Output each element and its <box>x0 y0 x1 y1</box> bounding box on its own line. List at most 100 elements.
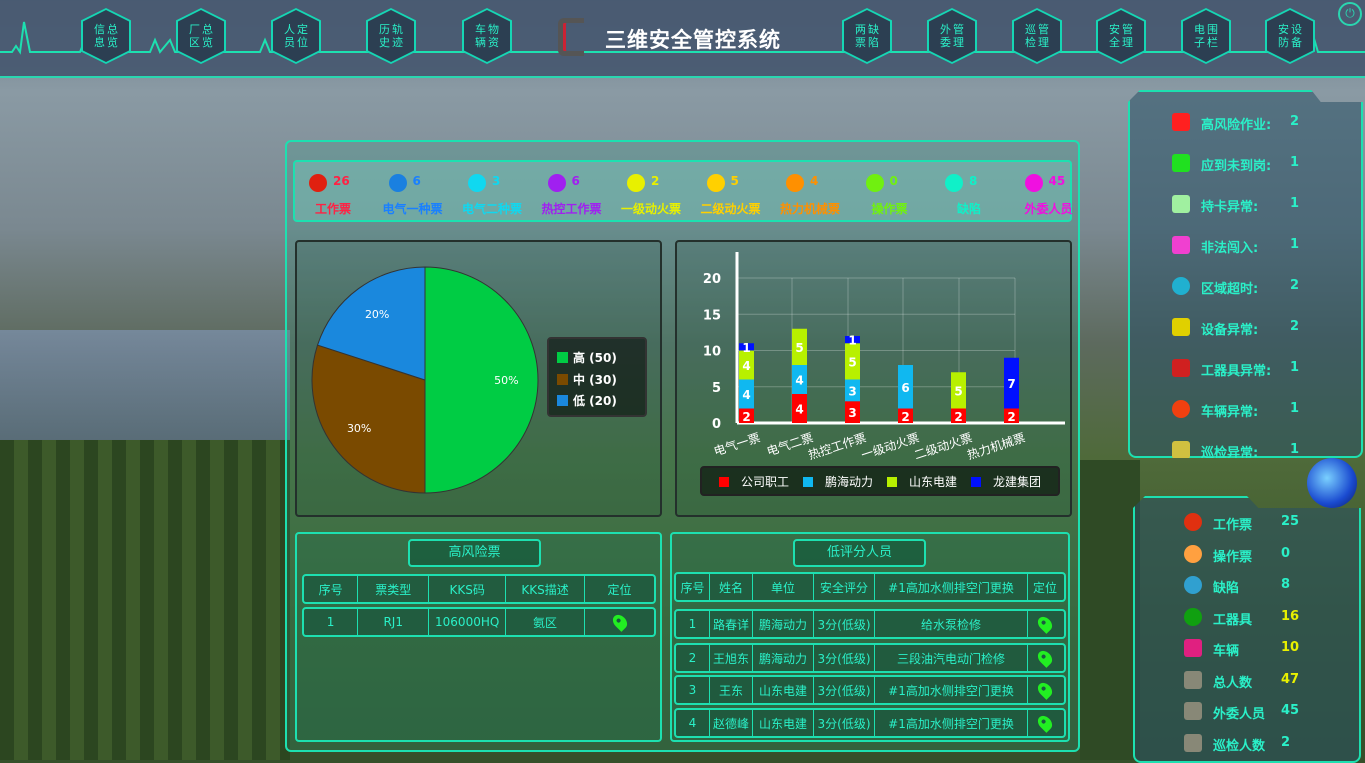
cell: 3 <box>676 677 710 703</box>
nav-0[interactable]: 信息 总览 <box>81 8 131 64</box>
stat-label: 外委人员 <box>1213 707 1266 722</box>
cell: KKS描述 <box>506 576 585 602</box>
stat-value: 16 <box>1281 608 1300 624</box>
cell: 1 <box>676 611 710 637</box>
cell: 3分(低级) <box>814 645 875 671</box>
location-cell[interactable] <box>1028 677 1062 703</box>
vehicle-icon <box>1172 400 1190 418</box>
wrench-icon <box>1172 359 1190 377</box>
ticket-count: 45 <box>1048 174 1066 188</box>
stat-value: 45 <box>1281 703 1300 718</box>
bar-segment <box>845 379 860 402</box>
ticket-stat[interactable]: 45 外委人员 <box>1009 162 1089 220</box>
ticket-stat[interactable]: 3 电气二种票 <box>452 162 532 220</box>
location-cell[interactable] <box>585 609 654 635</box>
nav-label: 两票 缺陷 <box>844 10 890 62</box>
nav-label: 人员 定位 <box>273 10 319 62</box>
table-row[interactable]: 2 王旭东 鹏海动力 3分(低级) 三段油汽电动门检修 <box>674 643 1066 673</box>
bar-segment <box>792 328 807 365</box>
ticket-stat[interactable]: 26 工作票 <box>293 162 373 220</box>
ticket-dot-icon <box>706 174 725 192</box>
location-pin-icon[interactable] <box>1035 648 1055 668</box>
ticket-stat[interactable]: 8 缺陷 <box>929 162 1009 220</box>
globe-icon[interactable] <box>1307 458 1357 508</box>
alarm-value: 1 <box>1290 237 1300 252</box>
nav-r2[interactable]: 巡检 管理 <box>1012 8 1062 64</box>
table-row[interactable]: 1 路春详 鹏海动力 3分(低级) 给水泵检修 <box>674 609 1066 639</box>
blue-ball-icon <box>1184 576 1202 594</box>
stat-label: 车辆 <box>1213 644 1240 659</box>
location-cell[interactable] <box>1028 611 1062 637</box>
table-row[interactable]: 4 赵德峰 山东电建 3分(低级) #1高加水侧排空门更换 <box>674 708 1066 738</box>
bar-legend-item: 鹏海动力 <box>802 473 873 490</box>
cell: 路春详 <box>710 611 753 637</box>
low-score-title: 低评分人员 <box>793 539 926 567</box>
clock-icon <box>1172 277 1190 295</box>
cell: 姓名 <box>710 574 753 600</box>
stat-label: 工作票 <box>1213 518 1253 533</box>
ticket-stat[interactable]: 0 操作票 <box>850 162 930 220</box>
nav-label: 安全 管理 <box>1098 10 1144 62</box>
power-icon[interactable]: ⏻ <box>1338 2 1362 26</box>
cell: 2 <box>676 645 710 671</box>
cell: 安全评分 <box>814 574 875 600</box>
location-pin-icon[interactable] <box>1035 614 1055 634</box>
ticket-count: 8 <box>969 174 978 188</box>
bar-segment <box>739 350 754 380</box>
ticket-dot-icon <box>309 174 327 192</box>
table-row[interactable]: 1 RJ1 106000HQ 氨区 <box>302 607 656 637</box>
nav-r3[interactable]: 安全 管理 <box>1096 8 1146 64</box>
ticket-stat[interactable]: 6 电气一种票 <box>373 162 453 220</box>
ticket-stat[interactable]: 2 一级动火票 <box>611 162 691 220</box>
nav-1[interactable]: 厂区 总览 <box>176 8 226 64</box>
table-row[interactable]: 3 王东 山东电建 3分(低级) #1高加水侧排空门更换 <box>674 675 1066 705</box>
bar-value-label: 4 <box>742 359 750 373</box>
nav-label: 车辆 物资 <box>464 10 510 62</box>
logo-icon <box>558 18 584 56</box>
ticket-stat[interactable]: 6 热控工作票 <box>532 162 612 220</box>
scene-trees <box>0 440 290 760</box>
location-pin-icon[interactable] <box>1035 713 1055 733</box>
location-cell[interactable] <box>1028 710 1062 736</box>
cell: 票类型 <box>358 576 430 602</box>
high-risk-panel <box>295 532 662 742</box>
ticket-label: 一级动火票 <box>620 202 681 216</box>
x-tick-label: 一级动火票 <box>860 431 921 463</box>
location-pin-icon[interactable] <box>1035 680 1055 700</box>
alarm-label: 车辆异常: <box>1201 405 1259 420</box>
cell: 山东电建 <box>753 677 814 703</box>
alarm-label: 设备异常: <box>1201 323 1259 338</box>
legend-mid: 中 (30) <box>557 371 617 388</box>
nav-r1[interactable]: 外委 管理 <box>927 8 977 64</box>
stat-label: 操作票 <box>1213 549 1253 565</box>
stat-value: 25 <box>1281 514 1300 529</box>
nav-r4[interactable]: 电子 围栏 <box>1181 8 1231 64</box>
bar-value-label: 5 <box>795 341 803 355</box>
nav-label: 信息 总览 <box>83 10 129 62</box>
y-tick-label: 0 <box>712 417 721 432</box>
cell: 氨区 <box>506 609 585 635</box>
bar-segment <box>845 343 860 380</box>
pie-pct-label: 30% <box>347 422 371 435</box>
ticket-stat[interactable]: 4 热力机械票 <box>770 162 850 220</box>
ticket-stat[interactable]: 5 二级动火票 <box>691 162 771 220</box>
bar-legend-item: 公司职工 <box>718 473 789 490</box>
bar-value-label: 2 <box>742 410 750 424</box>
worker-icon <box>1184 670 1202 689</box>
alarm-value: 1 <box>1290 196 1300 211</box>
location-pin-icon[interactable] <box>609 612 630 632</box>
nav-r0[interactable]: 两票 缺陷 <box>842 8 892 64</box>
nav-2[interactable]: 人员 定位 <box>271 8 321 64</box>
patrol-icon <box>1172 441 1190 458</box>
bar-value-label: 5 <box>954 384 962 398</box>
stat-value: 8 <box>1281 577 1291 592</box>
nav-3[interactable]: 历史 轨迹 <box>366 8 416 64</box>
alarm-value: 2 <box>1290 114 1300 129</box>
location-cell[interactable] <box>1028 645 1062 671</box>
ticket-dot-icon <box>468 174 486 192</box>
ticket-count: 3 <box>492 174 501 188</box>
pie-slice-低 <box>316 266 426 381</box>
nav-4[interactable]: 车辆 物资 <box>462 8 512 64</box>
bar-segment <box>739 379 754 409</box>
nav-r5[interactable]: 安防 设备 <box>1265 8 1315 64</box>
